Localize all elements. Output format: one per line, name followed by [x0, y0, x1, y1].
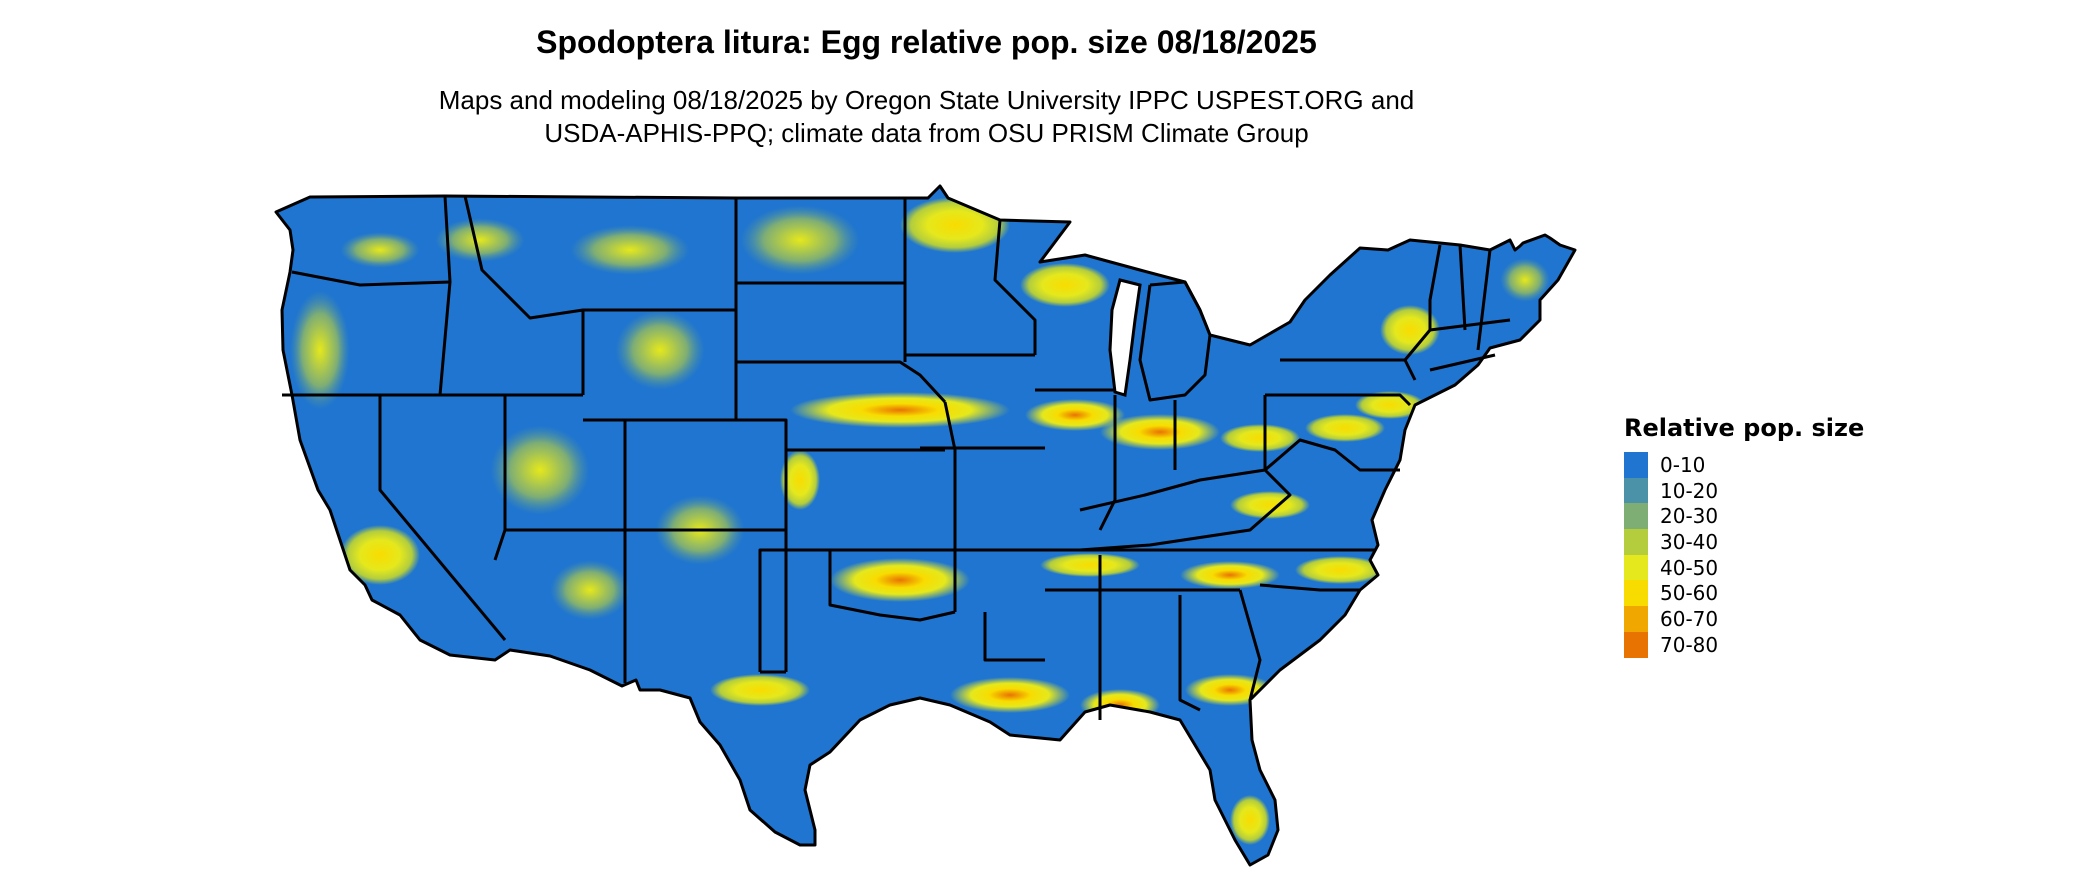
legend-item: 70-80	[1624, 631, 1864, 658]
legend-label: 50-60	[1660, 581, 1719, 606]
legend-label: 20-30	[1660, 504, 1719, 529]
legend-swatch	[1624, 606, 1648, 632]
state-borders	[274, 184, 1577, 867]
lake-michigan	[1108, 278, 1142, 397]
legend-label: 60-70	[1660, 606, 1719, 631]
us-base-fill	[276, 186, 1575, 865]
legend-label: 0-10	[1660, 452, 1706, 477]
legend-item: 10-20	[1624, 477, 1864, 504]
legend-item: 40-50	[1624, 554, 1864, 581]
legend-item: 60-70	[1624, 606, 1864, 632]
map-legend: Relative pop. size 0-10 10-20 20-30 30-40 40…	[1624, 414, 1864, 658]
legend-items: 0-10 10-20 20-30 30-40 40-50 50-60 60-70 70-80	[1624, 452, 1864, 658]
legend-swatch	[1624, 503, 1648, 530]
legend-label: 10-20	[1660, 478, 1719, 503]
legend-item: 30-40	[1624, 529, 1864, 555]
map-subtitle-line1: Maps and modeling 08/18/2025 by Oregon S…	[438, 85, 1415, 115]
legend-swatch	[1624, 452, 1648, 478]
legend-title: Relative pop. size	[1624, 414, 1865, 442]
map-title: Spodoptera litura: Egg relative pop. siz…	[536, 24, 1317, 60]
legend-swatch	[1624, 529, 1648, 555]
legend-swatch	[1624, 477, 1648, 504]
map-subtitle-line2: USDA-APHIS-PPQ; climate data from OSU PR…	[544, 118, 1309, 148]
legend-label: 40-50	[1660, 555, 1719, 580]
legend-swatch	[1624, 631, 1648, 658]
map-subtitle: Maps and modeling 08/18/2025 by Oregon S…	[0, 84, 1853, 150]
legend-swatch	[1624, 580, 1648, 607]
legend-label: 70-80	[1660, 632, 1719, 657]
legend-item: 20-30	[1624, 503, 1864, 530]
legend-item: 0-10	[1624, 452, 1864, 478]
heat-patches	[290, 197, 1550, 845]
legend-swatch	[1624, 554, 1648, 581]
legend-label: 30-40	[1660, 529, 1719, 554]
legend-item: 50-60	[1624, 580, 1864, 607]
